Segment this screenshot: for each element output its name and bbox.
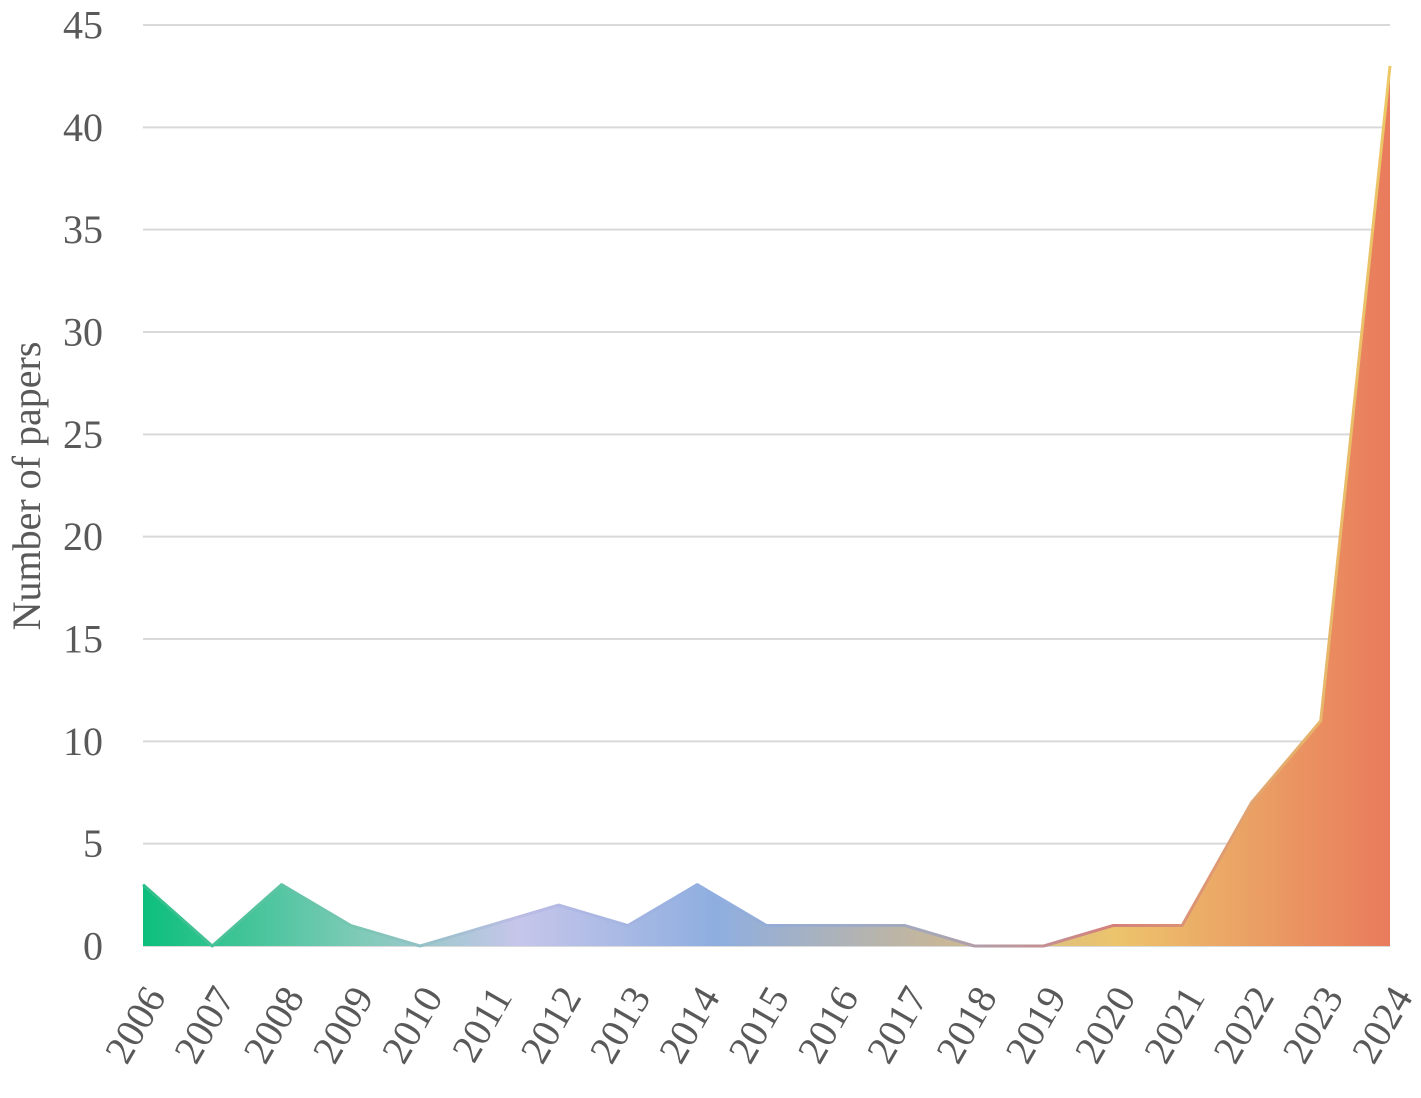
y-tick-label: 30 <box>63 310 103 355</box>
x-tick-label: 2016 <box>788 979 867 1071</box>
y-tick-label: 25 <box>63 412 103 457</box>
x-tick-label: 2021 <box>1135 979 1214 1071</box>
y-tick-label: 20 <box>63 514 103 559</box>
x-tick-label: 2018 <box>927 979 1006 1071</box>
x-tick-label: 2019 <box>996 979 1075 1071</box>
y-axis-title: Number of papers <box>4 342 49 631</box>
y-axis-ticks: 0 5 10 15 20 25 30 35 40 45 <box>63 3 103 969</box>
x-tick-label: 2020 <box>1065 979 1144 1071</box>
x-tick-label: 2024 <box>1343 979 1421 1071</box>
area-series <box>142 65 1392 948</box>
y-tick-label: 15 <box>63 617 103 662</box>
x-tick-label: 2007 <box>165 979 244 1071</box>
x-tick-label: 2009 <box>303 979 382 1071</box>
x-tick-label: 2017 <box>858 979 937 1071</box>
x-tick-label: 2013 <box>580 979 659 1071</box>
x-tick-label: 2010 <box>373 979 452 1071</box>
x-tick-label: 2022 <box>1204 979 1283 1071</box>
x-tick-label: 2023 <box>1273 979 1352 1071</box>
area-fill <box>143 65 1390 946</box>
x-tick-label: 2006 <box>96 979 175 1071</box>
y-tick-label: 10 <box>63 719 103 764</box>
x-tick-label: 2015 <box>719 979 798 1071</box>
x-tick-label: 2011 <box>443 979 521 1069</box>
gridlines <box>143 24 1390 947</box>
y-tick-label: 5 <box>83 821 103 866</box>
x-tick-label: 2008 <box>234 979 313 1071</box>
x-tick-label: 2012 <box>511 979 590 1071</box>
y-tick-label: 35 <box>63 207 103 252</box>
area-outline <box>142 65 1392 948</box>
y-tick-label: 45 <box>63 3 103 48</box>
x-tick-label: 2014 <box>650 979 729 1071</box>
x-axis-ticks: 2006200720082009201020112012201320142015… <box>96 979 1421 1071</box>
y-tick-label: 0 <box>83 924 103 969</box>
y-tick-label: 40 <box>63 105 103 150</box>
